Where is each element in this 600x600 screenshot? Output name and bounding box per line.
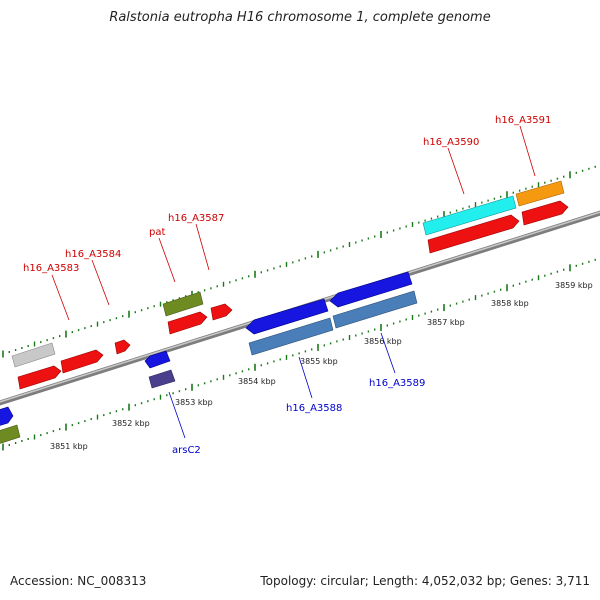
label-arsC2[interactable]: arsC2 xyxy=(172,445,201,456)
tick-label-3857: 3857 kbp xyxy=(427,318,465,327)
label-h16-A3589[interactable]: h16_A3589 xyxy=(369,378,425,389)
label-leaders xyxy=(51,125,536,439)
ruler-labels: 3851 kbp 3852 kbp 3853 kbp 3854 kbp 3855… xyxy=(50,281,593,451)
gene-cyan[interactable] xyxy=(422,195,517,236)
gene-h16-A3587[interactable] xyxy=(210,303,233,321)
gene-steelblue-b[interactable] xyxy=(332,290,418,329)
gene-h16-A3591[interactable] xyxy=(521,200,569,226)
gene-red-small-1[interactable] xyxy=(114,339,131,355)
tick-label-3854: 3854 kbp xyxy=(238,377,276,386)
gene-olive-left-edge[interactable] xyxy=(0,424,21,445)
gene-slateblue-arsC2[interactable] xyxy=(148,369,176,389)
tick-label-3853: 3853 kbp xyxy=(175,398,213,407)
tick-label-3856: 3856 kbp xyxy=(364,337,402,346)
map-title: Ralstonia eutropha H16 chromosome 1, com… xyxy=(109,10,491,25)
gene-olive-pat-neighbour[interactable] xyxy=(162,291,204,317)
reverse-ruler xyxy=(2,258,596,451)
gene-blue-left-edge[interactable] xyxy=(0,406,14,427)
label-h16-A3587[interactable]: h16_A3587 xyxy=(168,213,224,224)
gene-grey-left[interactable] xyxy=(11,342,56,368)
tick-label-3858: 3858 kbp xyxy=(491,299,529,308)
label-h16-A3588[interactable]: h16_A3588 xyxy=(286,403,342,414)
tick-label-3855: 3855 kbp xyxy=(300,357,338,366)
gene-labels: h16_A3583 h16_A3584 pat h16_A3587 h16_A3… xyxy=(23,115,551,456)
gene-orange[interactable] xyxy=(515,180,565,207)
gene-arsC2[interactable] xyxy=(144,350,171,369)
label-h16-A3591[interactable]: h16_A3591 xyxy=(495,115,551,126)
label-h16-A3583[interactable]: h16_A3583 xyxy=(23,263,79,274)
genome-summary-text: Topology: circular; Length: 4,052,032 bp… xyxy=(260,574,590,588)
gene-h16-A3584[interactable] xyxy=(60,349,104,374)
label-h16-A3584[interactable]: h16_A3584 xyxy=(65,249,121,260)
gene-h16-A3589[interactable] xyxy=(329,271,413,308)
forward-genes-outer xyxy=(11,180,565,368)
tick-label-3852: 3852 kbp xyxy=(112,419,150,428)
forward-genes xyxy=(17,200,569,390)
accession-text: Accession: NC_008313 xyxy=(10,574,147,588)
gene-steelblue-a[interactable] xyxy=(248,317,334,356)
gene-pat[interactable] xyxy=(167,311,208,335)
gene-h16-A3583[interactable] xyxy=(17,365,62,390)
reverse-genes xyxy=(0,271,418,445)
gene-h16-A3588[interactable] xyxy=(245,298,329,335)
gene-h16-A3590[interactable] xyxy=(427,214,520,254)
label-h16-A3590[interactable]: h16_A3590 xyxy=(423,137,479,148)
tick-label-3851: 3851 kbp xyxy=(50,442,88,451)
label-pat[interactable]: pat xyxy=(149,227,165,238)
tick-label-3859: 3859 kbp xyxy=(555,281,593,290)
